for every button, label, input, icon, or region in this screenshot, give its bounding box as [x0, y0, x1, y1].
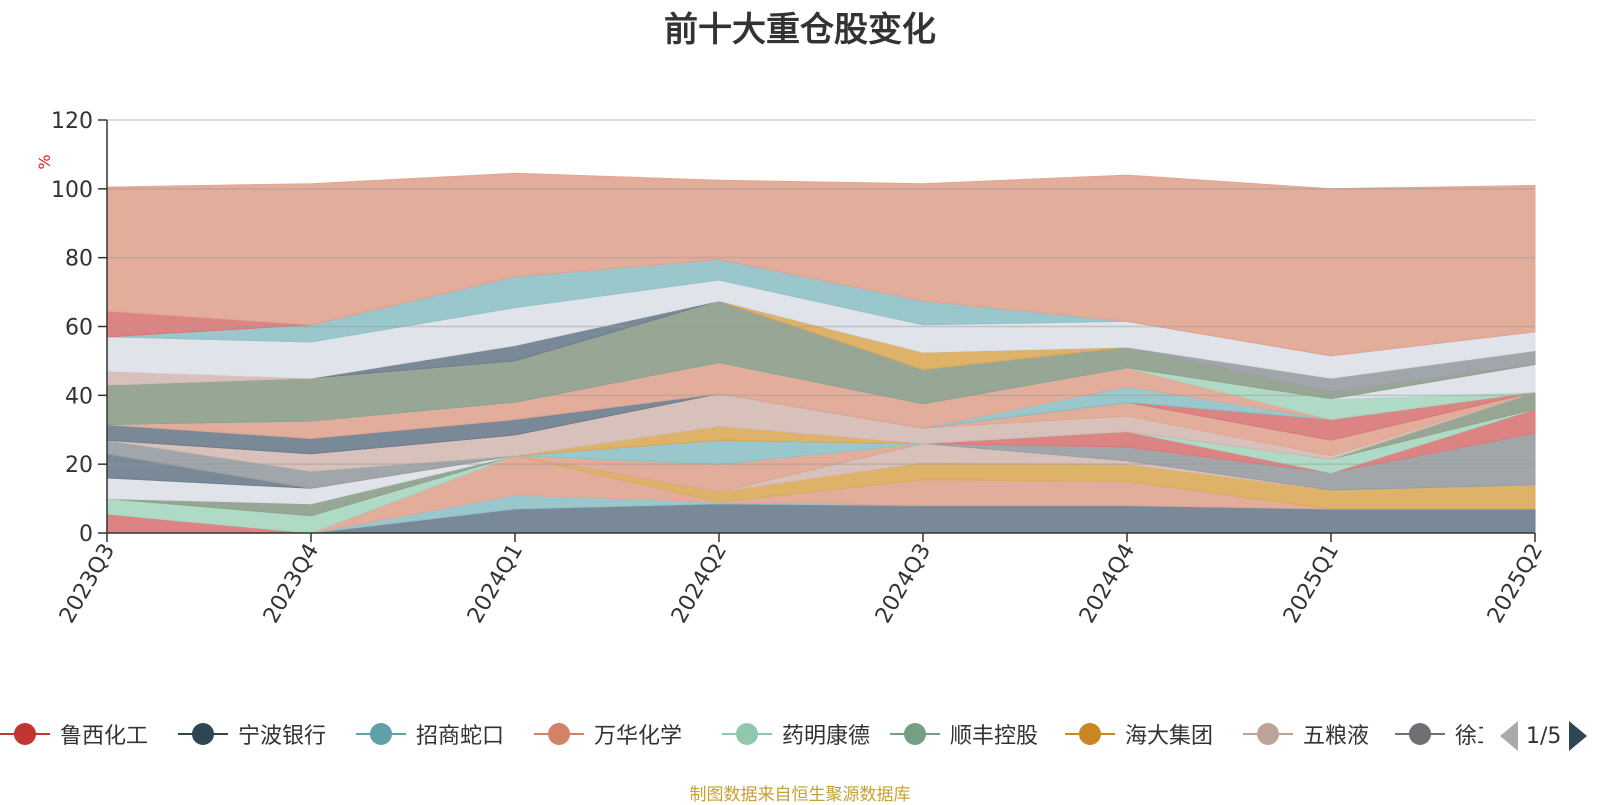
- legend-item[interactable]: 徐工: [1395, 714, 1483, 754]
- legend-label: 宁波银行: [238, 724, 327, 749]
- x-tick-label-0: 2023Q3: [55, 540, 120, 628]
- x-tick-label-3: 2024Q2: [667, 540, 732, 628]
- chart-title: 前十大重仓股变化: [664, 10, 936, 50]
- legend-symbol-icon: [0, 720, 50, 748]
- y-axis-label: %: [35, 154, 54, 169]
- legend-label: 药明康德: [782, 724, 871, 749]
- legend-symbol-icon: [1395, 720, 1445, 748]
- legend-symbol-icon: [178, 720, 228, 748]
- legend-symbol-icon: [890, 720, 940, 748]
- y-tick-label-20: 20: [65, 453, 93, 478]
- page-indicator: 1/5: [1526, 723, 1562, 749]
- legend-symbol-icon: [1065, 720, 1115, 748]
- y-tick-label-60: 60: [65, 316, 93, 341]
- legend-symbol-icon: [722, 720, 772, 748]
- legend-label: 徐工: [1455, 724, 1483, 749]
- y-tick-label-100: 100: [51, 178, 93, 203]
- x-tick-label-2: 2024Q1: [463, 540, 528, 628]
- legend-item[interactable]: 鲁西化工: [0, 714, 148, 754]
- stacked-area-chart: 0 20 40 60 80 100 120% 2023Q3 2023Q4 2024Q1 2024Q2…: [35, 109, 1548, 628]
- legend-label: 万华化学: [594, 724, 683, 749]
- y-tick-label-40: 40: [65, 384, 93, 409]
- data-source-note: 制图数据来自恒生聚源数据库: [689, 785, 911, 805]
- legend-label: 五粮液: [1303, 724, 1370, 749]
- legend-symbol-icon: [534, 720, 584, 748]
- legend-label: 顺丰控股: [950, 724, 1039, 749]
- x-tick-label-4: 2024Q3: [871, 540, 936, 628]
- legend-item[interactable]: 海大集团: [1065, 714, 1213, 754]
- legend-symbol-icon: [356, 720, 406, 748]
- x-tick-label-6: 2025Q1: [1279, 540, 1344, 628]
- legend-item[interactable]: 宁波银行: [178, 714, 326, 754]
- legend-label: 海大集团: [1125, 724, 1214, 749]
- legend-item[interactable]: 招商蛇口: [356, 714, 504, 754]
- next-page-icon[interactable]: [1569, 721, 1588, 751]
- legend-item[interactable]: 顺丰控股: [890, 714, 1038, 754]
- legend-item[interactable]: 万华化学: [534, 714, 682, 754]
- legend-pager: 1/5: [1500, 720, 1588, 752]
- legend-label: 招商蛇口: [416, 724, 505, 749]
- legend: 鲁西化工 宁波银行 招商蛇口 万华化学 药明康德 顺丰控股 海大集团 五粮液 徐工: [0, 714, 1600, 754]
- legend-item[interactable]: 五粮液: [1243, 714, 1369, 754]
- x-tick-label-1: 2023Q4: [259, 540, 324, 628]
- y-tick-label-80: 80: [65, 247, 93, 272]
- legend-item[interactable]: 药明康德: [722, 714, 870, 754]
- y-tick-label-0: 0: [79, 522, 93, 547]
- legend-symbol-icon: [1243, 720, 1293, 748]
- area-series-31: [106, 172, 1536, 357]
- y-tick-label-120: 120: [51, 109, 93, 134]
- previous-page-icon[interactable]: [1500, 721, 1518, 751]
- x-tick-label-7: 2025Q2: [1483, 540, 1548, 628]
- legend-label: 鲁西化工: [60, 724, 149, 749]
- x-tick-label-5: 2024Q4: [1075, 540, 1140, 628]
